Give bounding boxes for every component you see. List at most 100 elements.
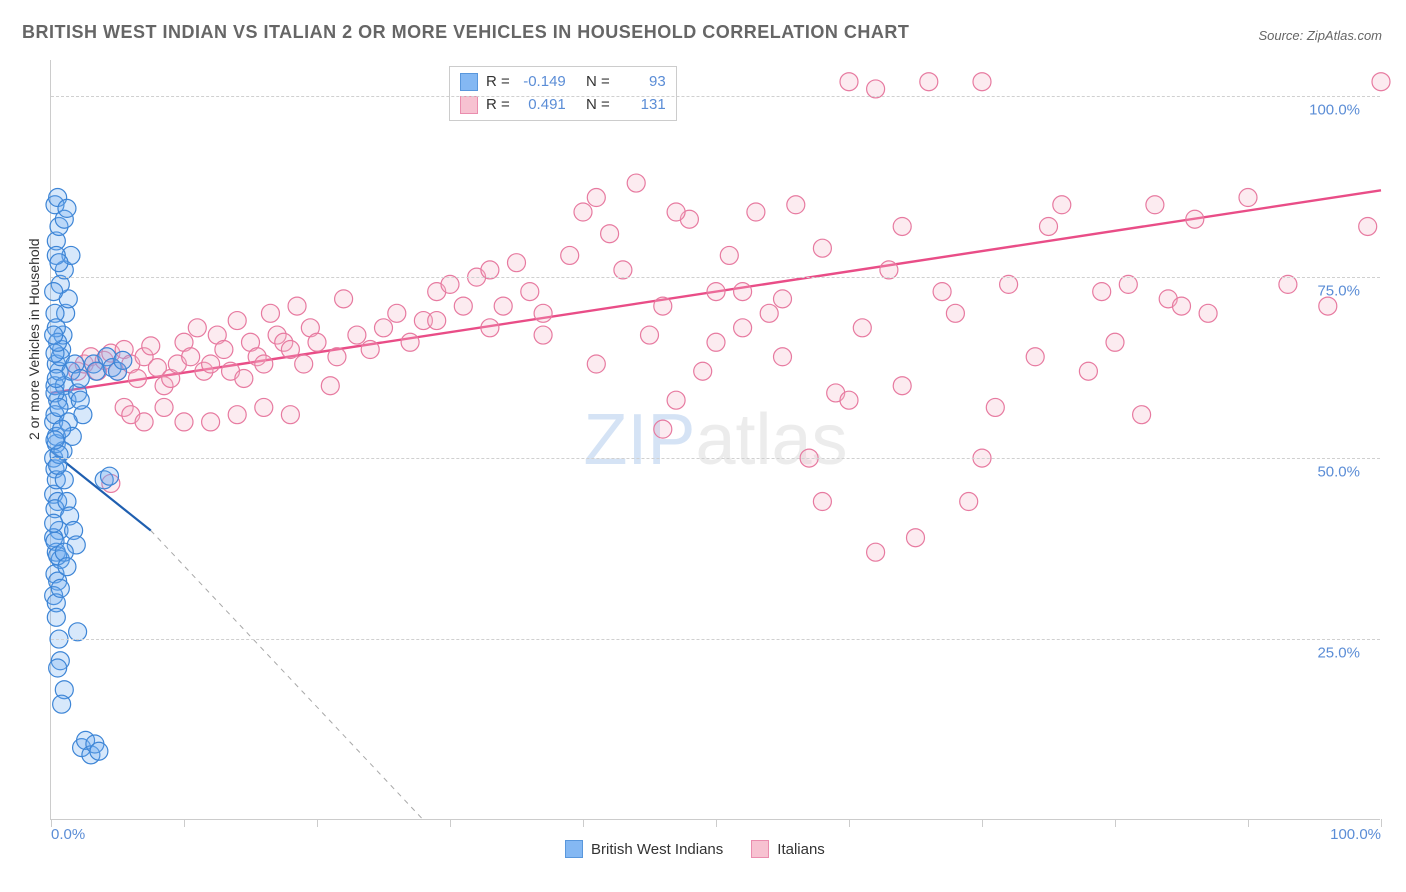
scatter-point-pink [128, 369, 146, 387]
scatter-point-pink [428, 312, 446, 330]
scatter-point-pink [454, 297, 472, 315]
scatter-point-pink [1186, 210, 1204, 228]
legend-swatch-blue [565, 840, 583, 858]
x-tick [1248, 819, 1249, 827]
scatter-point-pink [1146, 196, 1164, 214]
scatter-point-pink [720, 246, 738, 264]
scatter-point-pink [348, 326, 366, 344]
scatter-point-pink [734, 319, 752, 337]
x-tick [317, 819, 318, 827]
scatter-point-pink [261, 304, 279, 322]
scatter-point-blue [47, 369, 65, 387]
scatter-point-pink [1106, 333, 1124, 351]
scatter-point-pink [1359, 217, 1377, 235]
n-value-blue: 93 [618, 71, 666, 94]
scatter-point-pink [601, 225, 619, 243]
scatter-point-pink [920, 73, 938, 91]
scatter-point-pink [255, 398, 273, 416]
scatter-point-pink [135, 413, 153, 431]
scatter-point-pink [1026, 348, 1044, 366]
gridline-h [51, 277, 1380, 278]
scatter-point-pink [202, 413, 220, 431]
scatter-point-pink [155, 398, 173, 416]
scatter-point-pink [321, 377, 339, 395]
scatter-point-pink [188, 319, 206, 337]
scatter-point-pink [907, 529, 925, 547]
scatter-point-pink [1173, 297, 1191, 315]
scatter-point-pink [654, 297, 672, 315]
legend-item-pink: Italians [751, 840, 825, 858]
r-label: R = [486, 71, 510, 94]
scatter-point-pink [707, 283, 725, 301]
x-tick [450, 819, 451, 827]
scatter-point-pink [295, 355, 313, 373]
scatter-point-pink [308, 333, 326, 351]
chart-svg [51, 60, 1380, 819]
scatter-point-blue [101, 467, 119, 485]
scatter-point-pink [654, 420, 672, 438]
y-tick-label: 75.0% [1317, 283, 1360, 300]
scatter-point-pink [494, 297, 512, 315]
scatter-point-pink [946, 304, 964, 322]
trend-dashed-blue [151, 530, 424, 820]
scatter-point-pink [933, 283, 951, 301]
chart-title: BRITISH WEST INDIAN VS ITALIAN 2 OR MORE… [22, 22, 909, 43]
scatter-point-pink [288, 297, 306, 315]
legend-label-pink: Italians [777, 841, 825, 858]
scatter-point-pink [534, 326, 552, 344]
scatter-point-pink [694, 362, 712, 380]
scatter-point-pink [1053, 196, 1071, 214]
scatter-point-pink [481, 319, 499, 337]
scatter-point-pink [973, 73, 991, 91]
x-tick-label: 100.0% [1330, 826, 1381, 843]
scatter-point-pink [215, 341, 233, 359]
r-value-blue: -0.149 [518, 71, 566, 94]
scatter-point-pink [182, 348, 200, 366]
scatter-point-blue [71, 369, 89, 387]
scatter-point-pink [388, 304, 406, 322]
scatter-point-pink [1040, 217, 1058, 235]
scatter-point-pink [175, 413, 193, 431]
y-tick-label: 50.0% [1317, 464, 1360, 481]
scatter-point-pink [255, 355, 273, 373]
scatter-point-pink [787, 196, 805, 214]
x-tick [1115, 819, 1116, 827]
scatter-point-blue [58, 199, 76, 217]
scatter-point-pink [840, 391, 858, 409]
scatter-point-pink [1372, 73, 1390, 91]
plot-area: ZIPatlas R = -0.149 N = 93 R = 0.491 N =… [50, 60, 1380, 820]
y-tick-label: 100.0% [1309, 102, 1360, 119]
scatter-point-pink [375, 319, 393, 337]
source-attribution: Source: ZipAtlas.com [1258, 28, 1382, 43]
swatch-blue [460, 73, 478, 91]
x-tick-label: 0.0% [51, 826, 85, 843]
scatter-point-pink [281, 406, 299, 424]
scatter-point-pink [587, 355, 605, 373]
n-label: N = [586, 71, 610, 94]
scatter-point-pink [574, 203, 592, 221]
scatter-point-pink [361, 341, 379, 359]
scatter-point-blue [114, 351, 132, 369]
scatter-point-blue [51, 579, 69, 597]
stats-row-blue: R = -0.149 N = 93 [460, 71, 666, 94]
scatter-point-pink [813, 239, 831, 257]
scatter-point-pink [1239, 189, 1257, 207]
scatter-point-pink [561, 246, 579, 264]
scatter-point-pink [335, 290, 353, 308]
scatter-point-blue [50, 254, 68, 272]
scatter-point-pink [774, 290, 792, 308]
scatter-point-blue [53, 695, 71, 713]
y-tick-label: 25.0% [1317, 645, 1360, 662]
scatter-point-pink [734, 283, 752, 301]
scatter-point-blue [46, 431, 64, 449]
scatter-point-blue [58, 558, 76, 576]
scatter-point-pink [228, 406, 246, 424]
scatter-point-blue [47, 608, 65, 626]
y-axis-label: 2 or more Vehicles in Household [26, 238, 42, 440]
scatter-point-pink [534, 304, 552, 322]
scatter-point-pink [893, 217, 911, 235]
scatter-point-pink [853, 319, 871, 337]
scatter-point-pink [813, 493, 831, 511]
scatter-point-pink [960, 493, 978, 511]
scatter-point-pink [867, 543, 885, 561]
